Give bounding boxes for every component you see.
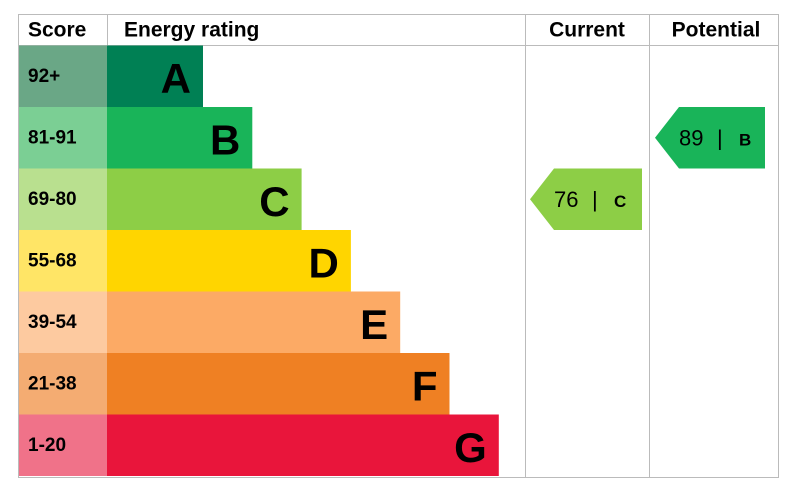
potential-arrow — [655, 107, 765, 169]
potential-separator: | — [717, 125, 723, 150]
potential-letter: B — [739, 130, 751, 149]
rating-letter: B — [210, 116, 240, 163]
score-label: 1-20 — [28, 435, 66, 456]
rating-bar — [107, 45, 203, 107]
score-label: 39-54 — [28, 312, 77, 333]
score-cell — [19, 414, 107, 476]
score-cell — [19, 168, 107, 230]
score-label: 69-80 — [28, 189, 77, 210]
score-cell — [19, 353, 107, 415]
rating-bar — [107, 230, 351, 292]
score-cell — [19, 230, 107, 292]
rating-bar — [107, 414, 499, 476]
rating-bar — [107, 291, 401, 353]
current-value: 76 — [554, 187, 578, 212]
rating-letter: A — [161, 55, 191, 102]
rating-letter: D — [309, 239, 339, 286]
score-cell — [19, 107, 107, 169]
rating-bar — [107, 353, 450, 415]
current-separator: | — [592, 187, 598, 212]
current-letter: C — [614, 192, 626, 211]
score-label: 81-91 — [28, 127, 77, 148]
rating-letter: E — [360, 301, 388, 348]
current-arrow — [530, 168, 642, 230]
header-rating: Energy rating — [124, 19, 259, 42]
header-score: Score — [28, 19, 86, 42]
rating-bar — [107, 107, 253, 169]
rating-letter: C — [259, 178, 289, 225]
header-current: Current — [549, 19, 625, 42]
score-cell — [19, 291, 107, 353]
potential-value: 89 — [679, 125, 703, 150]
rating-letter: F — [412, 362, 438, 409]
rating-bar — [107, 168, 302, 230]
score-label: 92+ — [28, 66, 60, 87]
score-label: 21-38 — [28, 373, 77, 394]
header-potential: Potential — [672, 19, 761, 42]
rating-letter: G — [454, 424, 487, 471]
score-cell — [19, 45, 107, 107]
score-label: 55-68 — [28, 250, 77, 271]
